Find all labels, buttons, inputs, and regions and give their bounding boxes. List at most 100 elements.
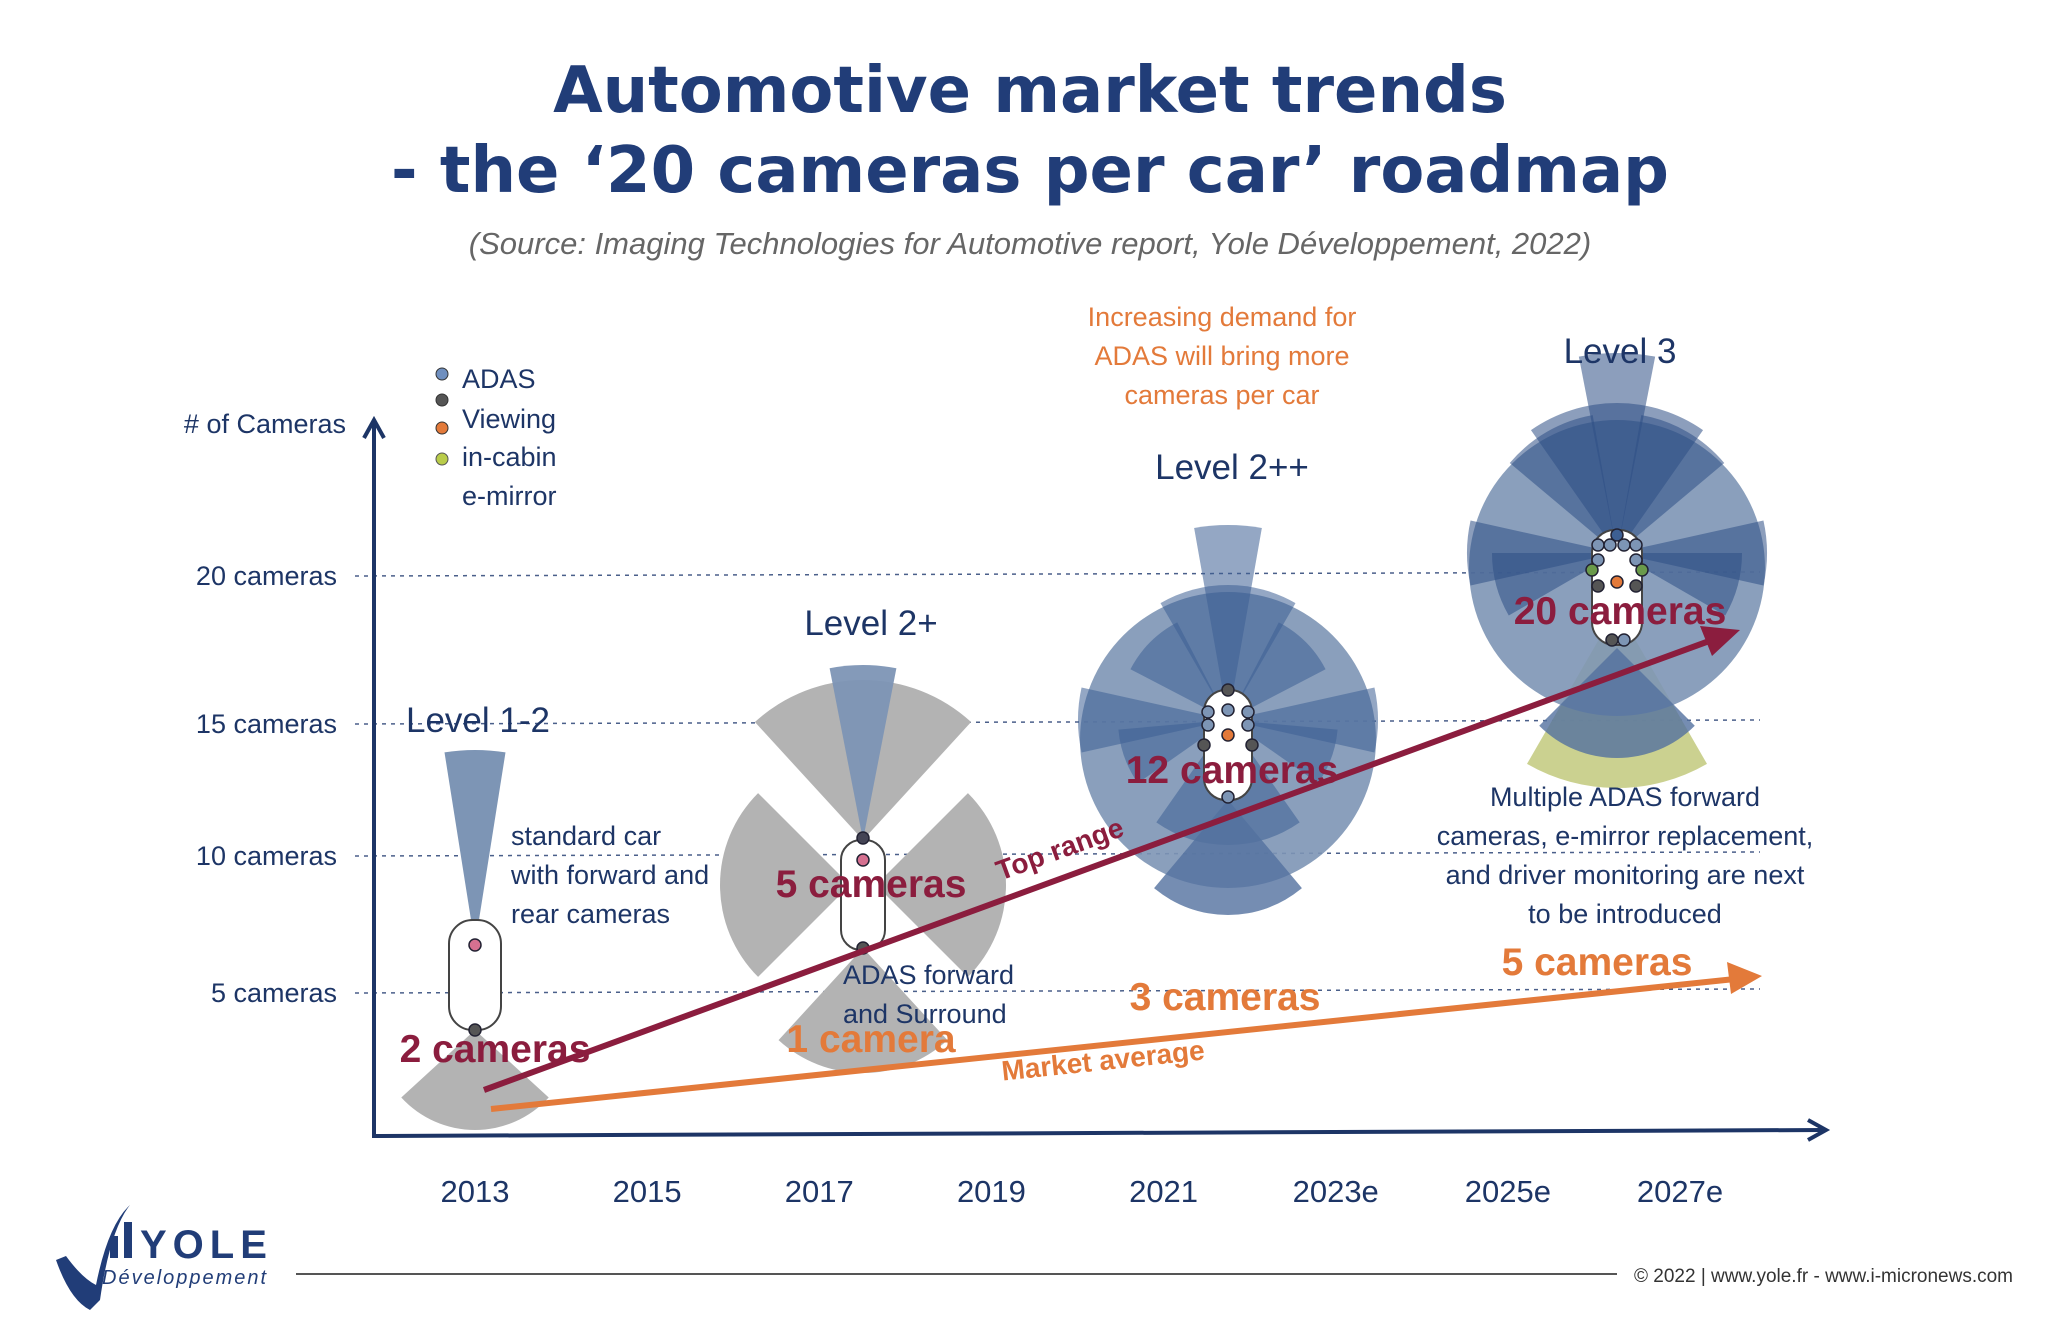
point-label: 1 camera <box>786 1018 955 1061</box>
camera-dot-icon <box>1221 790 1235 804</box>
annotation-line: Increasing demand for <box>1088 302 1357 332</box>
camera-dot-icon <box>1610 575 1624 589</box>
x-tick-label: 2019 <box>957 1174 1026 1209</box>
legend: ADAS Viewing in-cabin e-mirror <box>435 364 557 511</box>
camera-dot-icon <box>1603 538 1617 552</box>
legend-dot-icon <box>435 421 449 435</box>
point-labels: 2 cameras 5 cameras 12 cameras 20 cameras 1 … <box>400 590 1727 1071</box>
camera-fov-wedge <box>1078 687 1228 753</box>
legend-dot-icon <box>435 452 449 466</box>
y-tick-labels: 5 cameras 10 cameras 15 cameras 20 cameras <box>196 561 337 1008</box>
annotation-line: Multiple ADAS forward <box>1490 782 1760 812</box>
legend-dot-icon <box>435 393 449 407</box>
y-axis-arrow <box>362 415 386 439</box>
camera-dot-icon <box>1201 705 1215 719</box>
camera-fov-wedge <box>1154 800 1302 915</box>
source-note: (Source: Imaging Technologies for Automo… <box>469 226 1591 261</box>
y-axis-title: # of Cameras <box>184 409 346 439</box>
x-tick-labels: 2013 2015 2017 2019 2021 2023e 2025e 2027e <box>441 1174 1724 1209</box>
camera-dot-icon <box>468 1023 482 1037</box>
camera-dot-icon <box>1629 553 1643 567</box>
camera-fov-wedge <box>829 665 897 840</box>
svg-text:YOLE: YOLE <box>140 1223 273 1267</box>
legend-label: in-cabin <box>462 442 557 472</box>
annotation-line: and driver monitoring are next <box>1446 860 1805 890</box>
camera-fov-wedge <box>444 749 506 945</box>
camera-dot-icon <box>856 853 870 867</box>
annotation-standard-car: standard car with forward and rear camer… <box>510 821 709 929</box>
camera-dot-icon <box>1591 579 1605 593</box>
x-axis-arrow <box>1807 1118 1831 1142</box>
copyright: © 2022 | www.yole.fr - www.i-micronews.c… <box>1634 1266 2013 1287</box>
x-tick-label: 2017 <box>785 1174 854 1209</box>
top-range-arrowhead <box>1700 626 1740 656</box>
camera-dot-icon <box>1591 538 1605 552</box>
camera-dot-icon <box>1585 563 1599 577</box>
annotation-line: with forward and <box>510 860 709 890</box>
camera-dot-icon <box>1201 718 1215 732</box>
camera-coverage-diagrams <box>401 353 1767 1130</box>
camera-fov-wedge <box>1160 584 1296 720</box>
camera-fov-wedge <box>876 793 1007 977</box>
point-label: 20 cameras <box>1514 590 1727 633</box>
x-tick-label: 2025e <box>1465 1174 1551 1209</box>
camera-dot-icon <box>1617 633 1631 647</box>
x-tick-label: 2027e <box>1637 1174 1723 1209</box>
annotation-line: cameras, e-mirror replacement, <box>1437 821 1814 851</box>
x-tick-label: 2021 <box>1129 1174 1198 1209</box>
series-label-top-range: Top range <box>992 812 1128 887</box>
camera-dot-icon <box>1635 563 1649 577</box>
yole-logo: YOLE Développement <box>56 1205 273 1310</box>
level-label: Level 3 <box>1564 332 1677 371</box>
title-line1: Automotive market trends <box>553 54 1507 128</box>
legend-label: ADAS <box>462 364 536 394</box>
camera-dot-icon <box>1221 683 1235 697</box>
camera-fov-wedge <box>720 793 850 977</box>
x-axis <box>371 1128 1825 1138</box>
y-tick-label: 10 cameras <box>196 841 337 871</box>
point-label: 5 cameras <box>776 863 967 906</box>
camera-dot-icon <box>1221 703 1235 717</box>
annotation-line: cameras per car <box>1124 380 1319 410</box>
camera-fov-wedge <box>1118 720 1228 784</box>
annotation-line: ADAS will bring more <box>1094 341 1349 371</box>
annotation-line: ADAS forward <box>843 960 1014 990</box>
title-line2: - the ‘20 cameras per car’ roadmap <box>391 134 1669 208</box>
camera-fov-wedge <box>1228 720 1338 784</box>
camera-fov-wedge <box>1539 648 1695 758</box>
camera-dot-icon <box>1245 738 1259 752</box>
point-label: 3 cameras <box>1130 976 1321 1019</box>
camera-fov-wedge <box>1228 687 1379 753</box>
camera-dot-icon <box>1591 553 1605 567</box>
camera-dot-icon <box>1605 633 1619 647</box>
camera-fov-wedge <box>778 948 948 1074</box>
annotation-line: rear cameras <box>511 899 670 929</box>
camera-dot-icon <box>1241 705 1255 719</box>
point-label: 2 cameras <box>400 1028 591 1071</box>
camera-dot-icon <box>1629 579 1643 593</box>
camera-dot-icon <box>468 938 482 952</box>
point-label: 5 cameras <box>1502 941 1693 984</box>
y-tick-label: 20 cameras <box>196 561 337 591</box>
legend-label: e-mirror <box>462 481 557 511</box>
legend-dot-icon <box>435 367 449 381</box>
y-tick-label: 5 cameras <box>211 978 337 1008</box>
car-outline-icon <box>448 919 502 1031</box>
camera-dot-icon <box>856 831 870 845</box>
market-average-arrow <box>490 976 1736 1112</box>
camera-dot-icon <box>1241 718 1255 732</box>
gridline <box>354 851 1761 857</box>
camera-fov-wedge <box>1617 415 1725 553</box>
legend-label: Viewing <box>462 404 556 434</box>
point-label: 12 cameras <box>1126 749 1339 792</box>
x-tick-label: 2015 <box>613 1174 682 1209</box>
camera-dot-icon <box>1197 738 1211 752</box>
level-label: Level 2+ <box>804 604 937 643</box>
annotation-demand: Increasing demand for ADAS will bring mo… <box>1088 302 1357 410</box>
camera-fov-wedge <box>1228 622 1326 720</box>
market-average-arrowhead <box>1727 962 1762 994</box>
camera-dot-icon <box>1610 528 1624 542</box>
camera-dot-icon <box>1221 728 1235 742</box>
annotation-line: to be introduced <box>1528 899 1722 929</box>
